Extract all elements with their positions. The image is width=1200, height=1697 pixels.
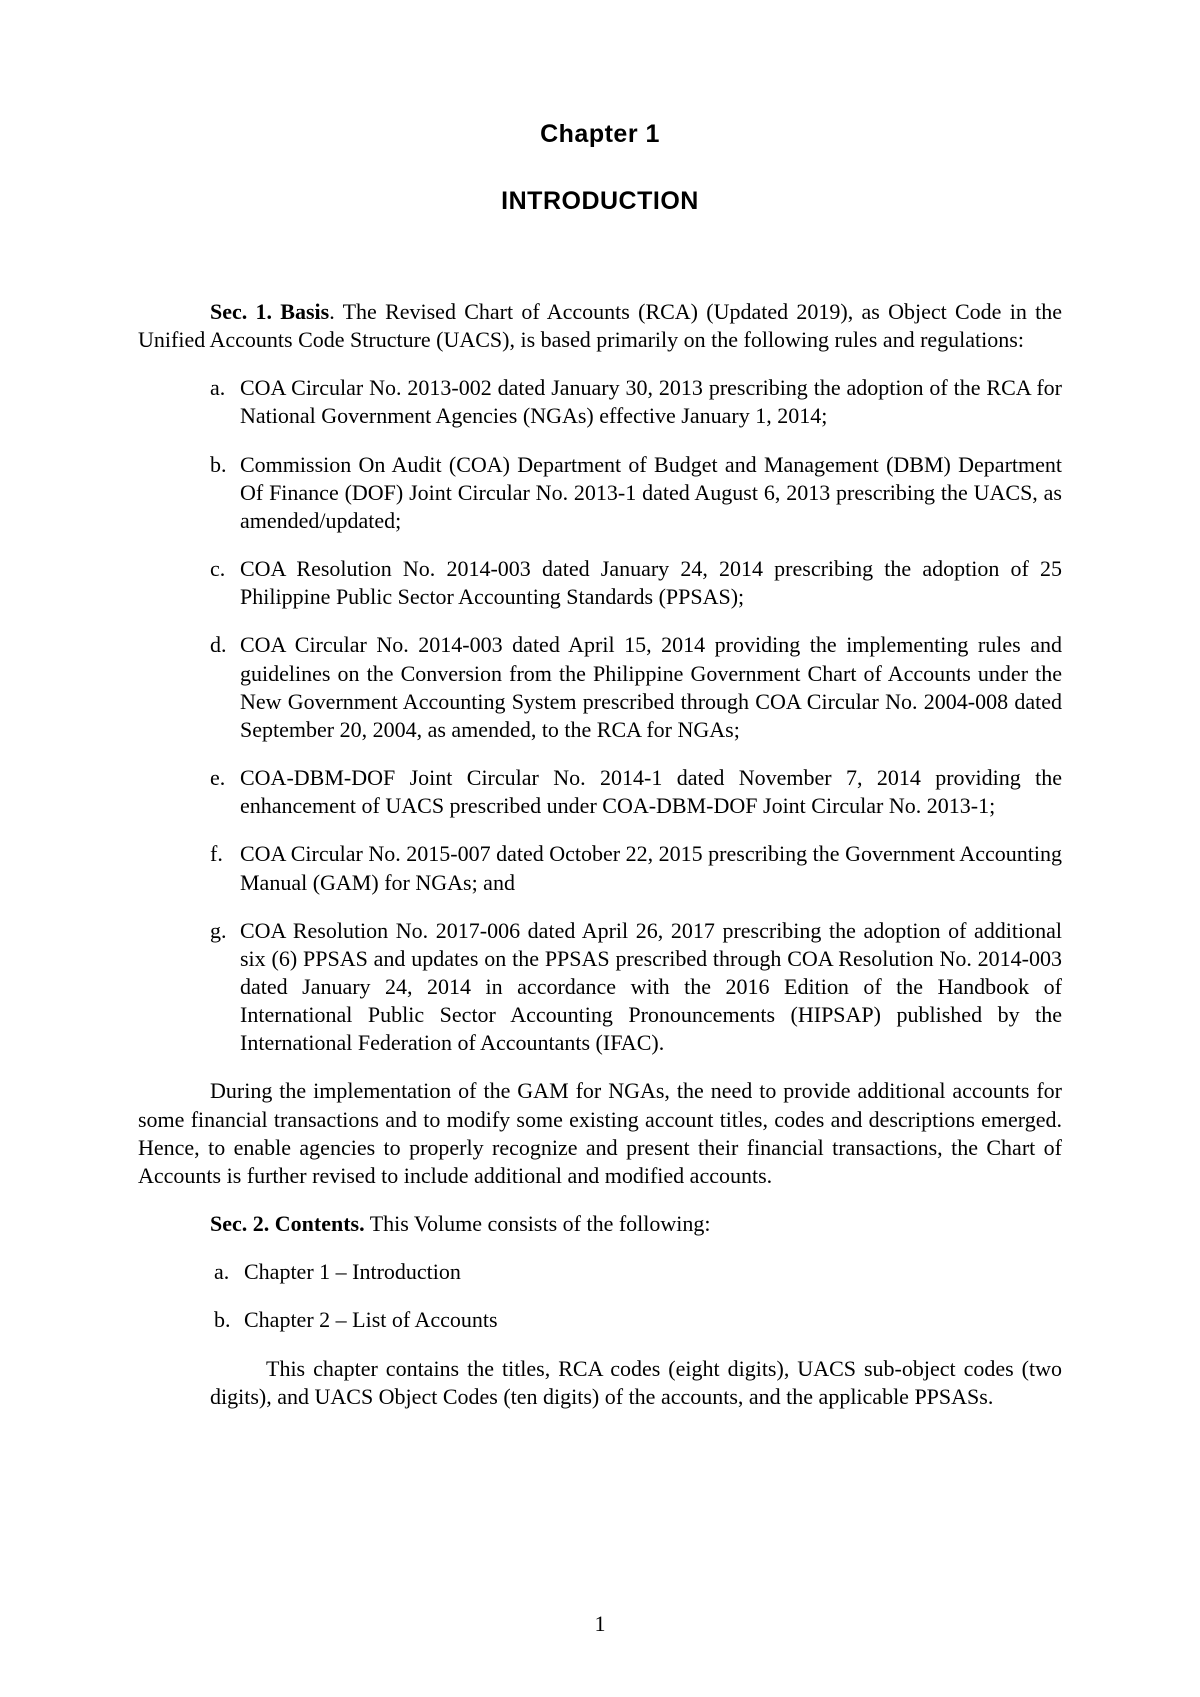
list-content: Chapter 1 – Introduction	[244, 1258, 461, 1286]
list-content: COA Circular No. 2015-007 dated October …	[240, 840, 1062, 896]
sec1-label: Sec. 1. Basis	[210, 299, 329, 324]
list-marker: b.	[210, 451, 240, 535]
list-item: b. Commission On Audit (COA) Department …	[210, 451, 1062, 535]
sec2-intro: Sec. 2. Contents. This Volume consists o…	[138, 1210, 1062, 1238]
title-heading: INTRODUCTION	[138, 187, 1062, 216]
list-content: COA-DBM-DOF Joint Circular No. 2014-1 da…	[240, 764, 1062, 820]
sec2-intro-text: This Volume consists of the following:	[365, 1211, 711, 1236]
sec2-label: Sec. 2. Contents.	[210, 1211, 365, 1236]
sec2-sub-para: This chapter contains the titles, RCA co…	[210, 1355, 1062, 1411]
list-marker: d.	[210, 631, 240, 744]
list-marker: b.	[214, 1306, 244, 1334]
list-item: g. COA Resolution No. 2017-006 dated Apr…	[210, 917, 1062, 1058]
list-item: a. COA Circular No. 2013-002 dated Janua…	[210, 374, 1062, 430]
page-number: 1	[0, 1611, 1200, 1637]
sec1-closing: During the implementation of the GAM for…	[138, 1077, 1062, 1190]
list-content: Chapter 2 – List of Accounts	[244, 1306, 498, 1334]
list-item: e. COA-DBM-DOF Joint Circular No. 2014-1…	[210, 764, 1062, 820]
list-item: c. COA Resolution No. 2014-003 dated Jan…	[210, 555, 1062, 611]
list-marker: f.	[210, 840, 240, 896]
list-marker: a.	[214, 1258, 244, 1286]
list-content: Commission On Audit (COA) Department of …	[240, 451, 1062, 535]
list-content: COA Resolution No. 2014-003 dated Januar…	[240, 555, 1062, 611]
list-marker: e.	[210, 764, 240, 820]
sec1-intro: Sec. 1. Basis. The Revised Chart of Acco…	[138, 298, 1062, 354]
list-item: d. COA Circular No. 2014-003 dated April…	[210, 631, 1062, 744]
sec2-list: a. Chapter 1 – Introduction b. Chapter 2…	[214, 1258, 1062, 1334]
list-content: COA Circular No. 2013-002 dated January …	[240, 374, 1062, 430]
list-item: a. Chapter 1 – Introduction	[214, 1258, 1062, 1286]
list-marker: g.	[210, 917, 240, 1058]
sec1-list: a. COA Circular No. 2013-002 dated Janua…	[210, 374, 1062, 1057]
chapter-heading: Chapter 1	[138, 120, 1062, 149]
list-marker: c.	[210, 555, 240, 611]
list-content: COA Circular No. 2014-003 dated April 15…	[240, 631, 1062, 744]
list-content: COA Resolution No. 2017-006 dated April …	[240, 917, 1062, 1058]
list-item: f. COA Circular No. 2015-007 dated Octob…	[210, 840, 1062, 896]
list-marker: a.	[210, 374, 240, 430]
list-item: b. Chapter 2 – List of Accounts	[214, 1306, 1062, 1334]
